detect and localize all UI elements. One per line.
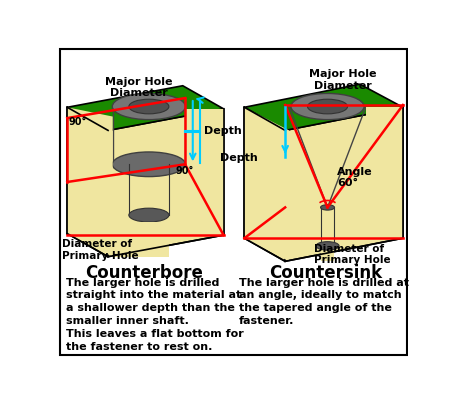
Ellipse shape [112,94,186,120]
Polygon shape [185,109,223,235]
Text: Major Hole
Diameter: Major Hole Diameter [309,69,377,90]
Text: The larger hole is drilled at
an angle, ideally to match
the tapered angle of th: The larger hole is drilled at an angle, … [239,277,409,325]
Ellipse shape [291,94,364,120]
Polygon shape [108,109,223,257]
Text: Diameter of
Primary Hole: Diameter of Primary Hole [62,239,138,260]
Text: Angle
60°: Angle 60° [337,166,372,188]
Polygon shape [67,87,223,131]
Ellipse shape [321,205,334,211]
Polygon shape [285,108,403,261]
Text: Depth: Depth [221,152,258,162]
Polygon shape [67,108,113,257]
Ellipse shape [316,242,339,251]
Text: Counterbore: Counterbore [86,263,203,281]
Polygon shape [244,85,403,131]
Polygon shape [113,223,169,257]
Ellipse shape [129,100,169,115]
Text: 90°: 90° [69,117,87,127]
Polygon shape [321,253,334,261]
Text: 90°: 90° [175,166,193,176]
Polygon shape [244,108,285,261]
Text: The larger hole is drilled
straight into the material at
a shallower depth than : The larger hole is drilled straight into… [66,277,243,351]
Text: Major Hole
Diameter: Major Hole Diameter [105,77,172,98]
Polygon shape [366,108,403,239]
Ellipse shape [308,100,348,115]
Ellipse shape [129,209,169,223]
Polygon shape [244,108,289,261]
Text: Countersink: Countersink [269,263,383,281]
Text: Depth: Depth [204,126,242,136]
Text: Diameter of
Primary Hole: Diameter of Primary Hole [314,243,391,265]
Polygon shape [67,108,108,257]
Ellipse shape [112,152,186,177]
